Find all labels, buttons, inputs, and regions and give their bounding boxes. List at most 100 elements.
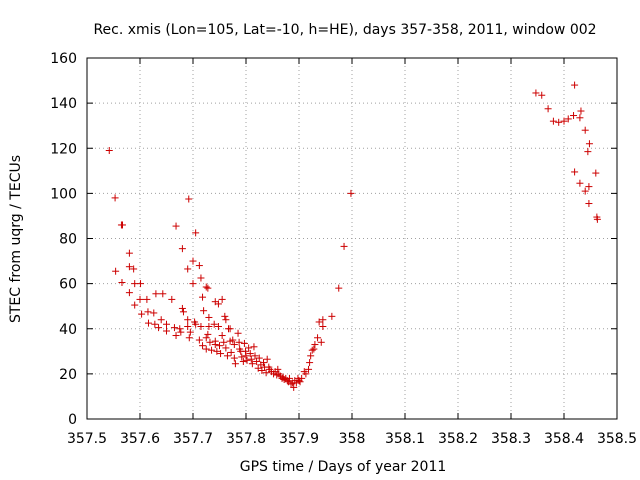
data-point [172,332,180,340]
data-point [155,324,163,332]
data-point [125,289,133,297]
x-tick-label: 357.8 [226,431,266,447]
data-point [307,352,315,360]
data-point [242,352,250,360]
data-point [172,222,180,230]
x-tick-label: 358.5 [597,431,637,447]
y-tick-label: 100 [50,186,77,202]
data-point [298,374,306,382]
data-point [335,284,343,292]
data-point [239,357,247,365]
data-point [581,187,589,195]
data-point [202,345,210,353]
data-point [305,365,313,373]
data-point [347,189,355,197]
data-point [223,352,231,360]
data-point [544,105,552,113]
data-points [105,81,601,391]
data-point [189,257,197,265]
data-point [111,194,119,202]
data-point [317,338,325,346]
x-tick-label: 357.7 [173,431,213,447]
y-tick-label: 160 [50,51,77,67]
data-point [208,346,216,354]
grid-lines [87,58,617,419]
y-tick-label: 20 [59,367,77,383]
data-point [205,322,213,330]
data-point [195,336,203,344]
data-point [226,325,234,333]
data-point [200,307,208,315]
data-point [197,274,205,282]
data-point [210,320,218,328]
data-point [137,280,145,288]
data-point [230,354,238,362]
data-point [549,117,557,125]
x-tick-label: 358.4 [544,431,584,447]
data-point [176,325,184,333]
data-point [220,338,228,346]
data-point [538,91,546,99]
data-point [576,114,584,122]
data-point [206,338,214,346]
data-point [238,353,246,361]
data-point [199,293,207,301]
data-point [240,339,248,347]
data-point [222,344,230,352]
data-point [112,267,120,275]
data-point [202,283,210,291]
data-point [195,262,203,270]
axis-ticks: 357.5 357.6 357.7 357.8 357.9 358 358.1 358.2 35… [50,51,637,447]
data-point [202,334,210,342]
data-point [186,328,194,336]
data-point [184,265,192,273]
data-point [319,316,327,324]
data-point [179,308,187,316]
data-point [204,284,212,292]
y-tick-label: 120 [50,141,77,157]
data-point [125,263,133,271]
data-point [131,301,139,309]
data-point [251,352,259,360]
data-point [584,148,592,156]
data-point [290,383,298,391]
data-point [570,112,578,120]
data-point [296,378,304,386]
data-point [560,117,568,125]
y-tick-label: 80 [59,232,77,248]
data-point [184,322,192,330]
x-tick-label: 358.2 [438,431,478,447]
data-point [306,359,314,367]
data-point [280,376,288,384]
data-point [229,336,237,344]
data-point [248,360,256,368]
y-tick-label: 60 [59,277,77,293]
data-point [234,329,242,337]
data-point [138,310,146,318]
data-point [143,295,151,303]
y-tick-label: 140 [50,96,77,112]
x-tick-label: 357.9 [279,431,319,447]
data-point [250,343,258,351]
data-point [311,341,319,349]
data-point [576,179,584,187]
data-point [192,229,200,237]
data-point [218,332,226,340]
chart-title: Rec. xmis (Lon=105, Lat=-10, h=HE), days… [93,22,596,38]
data-point [230,341,238,349]
data-point [262,369,270,377]
data-point [246,350,254,358]
data-point [235,338,243,346]
data-point [130,265,138,273]
data-point [163,320,170,328]
data-point [319,322,327,330]
data-point [222,316,230,324]
data-point [585,200,593,208]
data-point [199,342,207,350]
data-point [216,342,223,350]
data-point [227,348,235,356]
data-point [168,295,176,303]
y-tick-label: 0 [68,412,77,428]
data-point [213,347,221,355]
